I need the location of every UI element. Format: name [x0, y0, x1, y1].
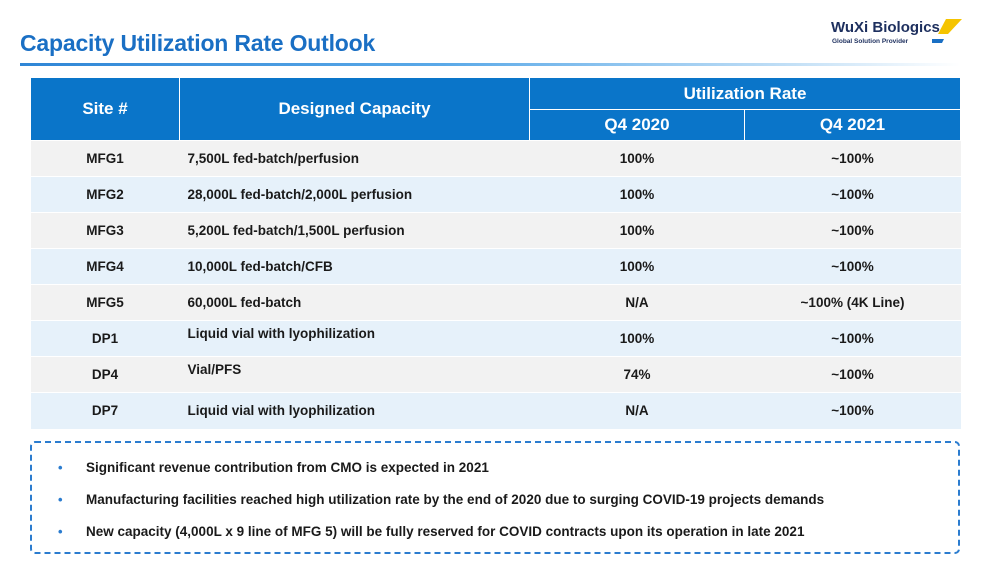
q4-2021-cell: ~100%	[744, 212, 961, 249]
company-logo: WuXi Biologics Global Solution Provider	[828, 17, 963, 49]
capacity-cell: 5,200L fed-batch/1,500L perfusion	[179, 212, 530, 249]
header-site: Site #	[30, 77, 180, 141]
site-cell: DP1	[30, 320, 180, 357]
note-item: • New capacity (4,000L x 9 line of MFG 5)…	[58, 524, 804, 539]
q4-2020-cell: 100%	[529, 140, 745, 177]
header-q4-2020: Q4 2020	[529, 109, 745, 141]
site-cell: MFG4	[30, 248, 180, 285]
q4-2020-cell: 100%	[529, 320, 745, 357]
q4-2021-cell: ~100%	[744, 248, 961, 285]
q4-2020-cell: 74%	[529, 356, 745, 393]
table-row: MFG5 60,000L fed-batch N/A ~100% (4K Lin…	[30, 284, 961, 321]
capacity-cell: 60,000L fed-batch	[179, 284, 530, 321]
capacity-cell: 28,000L fed-batch/2,000L perfusion	[179, 176, 530, 213]
capacity-cell: 7,500L fed-batch/perfusion	[179, 140, 530, 177]
capacity-cell: 10,000L fed-batch/CFB	[179, 248, 530, 285]
q4-2020-cell: N/A	[529, 392, 745, 429]
q4-2021-cell: ~100%	[744, 140, 961, 177]
table-row: MFG2 28,000L fed-batch/2,000L perfusion …	[30, 176, 961, 213]
table-row: MFG4 10,000L fed-batch/CFB 100% ~100%	[30, 248, 961, 285]
note-text: Significant revenue contribution from CM…	[86, 460, 489, 475]
note-item: • Manufacturing facilities reached high u…	[58, 492, 824, 507]
note-text: Manufacturing facilities reached high ut…	[86, 492, 825, 507]
table-row: DP7 Liquid vial with lyophilization N/A …	[30, 392, 961, 429]
table-row: MFG1 7,500L fed-batch/perfusion 100% ~10…	[30, 140, 961, 177]
page-title: Capacity Utilization Rate Outlook	[20, 30, 376, 56]
site-cell: DP7	[30, 392, 180, 429]
q4-2020-cell: 100%	[529, 212, 745, 249]
header-q4-2021: Q4 2021	[743, 109, 962, 141]
q4-2021-cell: ~100%	[744, 320, 961, 357]
site-cell: MFG3	[30, 212, 180, 249]
q4-2021-cell: ~100%	[744, 392, 961, 429]
note-text: New capacity (4,000L x 9 line of MFG 5) …	[86, 524, 805, 539]
q4-2020-cell: N/A	[529, 284, 745, 321]
site-cell: MFG2	[30, 176, 180, 213]
notes-box: • Significant revenue contribution from C…	[30, 441, 960, 554]
site-cell: MFG1	[30, 140, 180, 177]
bullet-icon: •	[58, 524, 63, 539]
table-row: MFG3 5,200L fed-batch/1,500L perfusion 1…	[30, 212, 961, 249]
capacity-cell: Liquid vial with lyophilization	[179, 320, 530, 357]
site-cell: DP4	[30, 356, 180, 393]
logo-tagline: Global Solution Provider	[832, 38, 909, 45]
q4-2021-cell: ~100%	[744, 356, 961, 393]
logo-mark-icon	[932, 19, 962, 43]
bullet-icon: •	[58, 460, 63, 475]
q4-2020-cell: 100%	[529, 176, 745, 213]
site-cell: MFG5	[30, 284, 180, 321]
header-utilization-rate: Utilization Rate	[528, 77, 962, 110]
q4-2021-cell: ~100%	[744, 176, 961, 213]
capacity-cell: Vial/PFS	[179, 356, 530, 393]
bullet-icon: •	[58, 492, 63, 507]
note-item: • Significant revenue contribution from C…	[58, 460, 489, 475]
logo-name: WuXi Biologics	[831, 19, 940, 36]
header-designed-capacity: Designed Capacity	[179, 77, 530, 141]
table-row: DP1 Liquid vial with lyophilization 100%…	[30, 320, 961, 357]
q4-2021-cell: ~100% (4K Line)	[744, 284, 961, 321]
title-underline	[20, 63, 960, 66]
utilization-table: Site # Designed Capacity Utilization Rat…	[30, 77, 962, 429]
q4-2020-cell: 100%	[529, 248, 745, 285]
table-row: DP4 Vial/PFS 74% ~100%	[30, 356, 961, 393]
capacity-cell: Liquid vial with lyophilization	[179, 392, 530, 429]
